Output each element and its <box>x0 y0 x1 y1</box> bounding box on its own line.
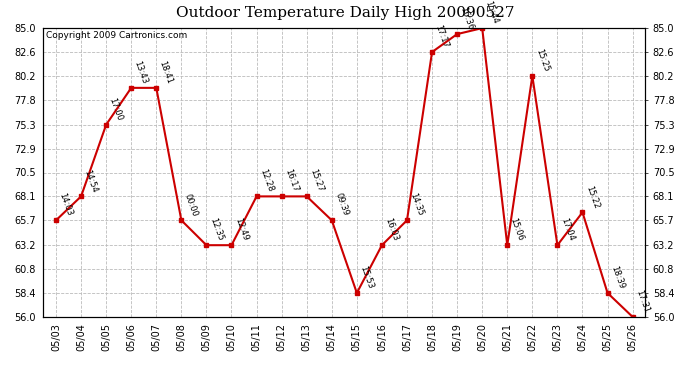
Text: 12:35: 12:35 <box>208 217 224 242</box>
Text: Outdoor Temperature Daily High 20090527: Outdoor Temperature Daily High 20090527 <box>176 6 514 20</box>
Text: 12:49: 12:49 <box>233 217 250 242</box>
Text: 15:22: 15:22 <box>584 184 600 210</box>
Text: 18:39: 18:39 <box>609 265 626 290</box>
Text: 17:00: 17:00 <box>108 96 124 122</box>
Text: 16:17: 16:17 <box>283 168 299 194</box>
Text: 14:03: 14:03 <box>57 192 74 217</box>
Text: 16:03: 16:03 <box>384 217 400 242</box>
Text: Copyright 2009 Cartronics.com: Copyright 2009 Cartronics.com <box>46 31 188 40</box>
Text: 00:00: 00:00 <box>183 192 199 217</box>
Text: 15:53: 15:53 <box>358 265 375 290</box>
Text: 17:04: 17:04 <box>559 217 575 242</box>
Text: 15:06: 15:06 <box>509 217 525 242</box>
Text: 17:17: 17:17 <box>433 24 450 49</box>
Text: 15:44: 15:44 <box>484 0 500 26</box>
Text: 15:25: 15:25 <box>534 48 551 73</box>
Text: 16:36: 16:36 <box>459 6 475 32</box>
Text: 17:31: 17:31 <box>634 288 651 314</box>
Text: 09:39: 09:39 <box>333 192 350 217</box>
Text: 18:41: 18:41 <box>158 60 175 85</box>
Text: 15:27: 15:27 <box>308 168 325 194</box>
Text: 14:54: 14:54 <box>83 168 99 194</box>
Text: 12:28: 12:28 <box>258 168 275 194</box>
Text: 13:43: 13:43 <box>132 60 149 85</box>
Text: 14:35: 14:35 <box>408 192 425 217</box>
